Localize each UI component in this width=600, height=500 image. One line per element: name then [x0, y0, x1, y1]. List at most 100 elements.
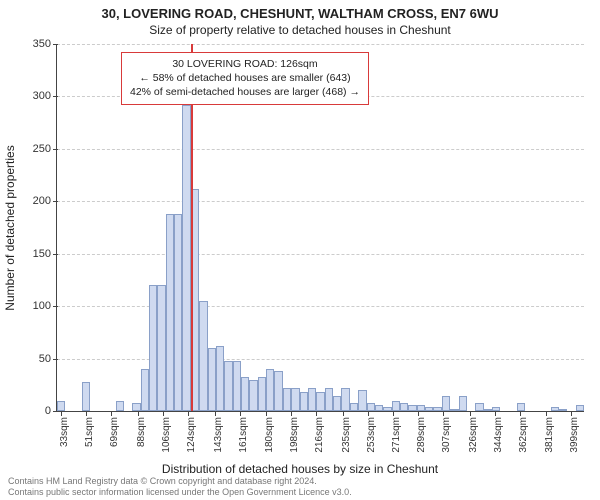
histogram-bar	[392, 401, 400, 411]
x-tick-mark	[111, 411, 112, 416]
gridline	[57, 201, 584, 202]
histogram-bar	[492, 407, 500, 411]
x-tick-mark	[188, 411, 189, 416]
histogram-bar	[367, 403, 375, 411]
infobox-line-3: 42% of semi-detached houses are larger (…	[130, 85, 360, 99]
histogram-bar	[132, 403, 140, 411]
footer-line-1: Contains HM Land Registry data © Crown c…	[8, 476, 592, 487]
infobox-line-2: ← 58% of detached houses are smaller (64…	[130, 71, 360, 85]
x-tick-label: 271sqm	[391, 417, 402, 453]
x-tick-label: 143sqm	[213, 417, 224, 453]
y-axis-label: Number of detached properties	[3, 145, 17, 310]
histogram-bar	[350, 403, 358, 411]
footer-line-2: Contains public sector information licen…	[8, 487, 592, 498]
histogram-bar	[576, 405, 584, 411]
histogram-bar	[241, 377, 249, 411]
gridline	[57, 149, 584, 150]
histogram-bar	[408, 405, 416, 411]
histogram-bar	[442, 396, 450, 411]
x-tick-label: 88sqm	[136, 417, 147, 447]
x-tick-label: 381sqm	[544, 417, 555, 453]
histogram-bar	[258, 377, 266, 411]
y-tick-label: 200	[33, 195, 57, 207]
histogram-bar	[224, 361, 232, 411]
x-tick-mark	[495, 411, 496, 416]
histogram-bar	[208, 348, 216, 411]
histogram-bar	[141, 369, 149, 411]
x-tick-mark	[61, 411, 62, 416]
x-tick-mark	[546, 411, 547, 416]
x-tick-mark	[443, 411, 444, 416]
histogram-bar	[341, 388, 349, 411]
infobox-line-1: 30 LOVERING ROAD: 126sqm	[130, 57, 360, 71]
histogram-bar	[283, 388, 291, 411]
x-tick-label: 326sqm	[468, 417, 479, 453]
histogram-bar	[325, 388, 333, 411]
histogram-bar	[300, 392, 308, 411]
x-tick-label: 307sqm	[441, 417, 452, 453]
x-tick-label: 33sqm	[59, 417, 70, 447]
gridline	[57, 306, 584, 307]
y-tick-label: 50	[39, 353, 57, 365]
x-tick-label: 289sqm	[416, 417, 427, 453]
histogram-bar	[274, 371, 282, 411]
histogram-bar	[375, 405, 383, 411]
x-tick-mark	[215, 411, 216, 416]
histogram-bar	[82, 382, 90, 411]
histogram-bar	[174, 214, 182, 411]
histogram-bar	[559, 409, 567, 411]
x-tick-label: 216sqm	[314, 417, 325, 453]
x-tick-label: 69sqm	[109, 417, 120, 447]
x-tick-label: 106sqm	[161, 417, 172, 453]
y-tick-label: 250	[33, 143, 57, 155]
histogram-bar	[116, 401, 124, 411]
histogram-bar	[157, 285, 165, 411]
histogram-bar	[400, 403, 408, 411]
histogram-bar	[199, 301, 207, 411]
x-tick-label: 362sqm	[518, 417, 529, 453]
y-tick-label: 150	[33, 248, 57, 260]
x-tick-mark	[393, 411, 394, 416]
histogram-bar	[450, 409, 458, 411]
x-tick-mark	[316, 411, 317, 416]
x-tick-mark	[520, 411, 521, 416]
y-tick-label: 100	[33, 300, 57, 312]
x-tick-mark	[343, 411, 344, 416]
histogram-bar	[484, 409, 492, 411]
x-tick-mark	[163, 411, 164, 416]
x-tick-label: 180sqm	[264, 417, 275, 453]
histogram-bar	[333, 396, 341, 411]
histogram-bar	[182, 105, 190, 411]
histogram-bar	[249, 380, 257, 411]
histogram-bar	[233, 361, 241, 411]
histogram-bar	[358, 390, 366, 411]
histogram-bar	[517, 403, 525, 411]
x-tick-label: 399sqm	[569, 417, 580, 453]
x-tick-mark	[138, 411, 139, 416]
x-axis-label: Distribution of detached houses by size …	[0, 462, 600, 476]
x-tick-mark	[418, 411, 419, 416]
page-subtitle: Size of property relative to detached ho…	[0, 21, 600, 41]
histogram-bar	[316, 392, 324, 411]
x-tick-label: 235sqm	[341, 417, 352, 453]
x-tick-label: 198sqm	[289, 417, 300, 453]
histogram-bar	[308, 388, 316, 411]
x-tick-label: 161sqm	[238, 417, 249, 453]
histogram-bar	[266, 369, 274, 411]
x-tick-mark	[86, 411, 87, 416]
histogram-bar	[433, 407, 441, 411]
info-box: 30 LOVERING ROAD: 126sqm ← 58% of detach…	[121, 52, 369, 105]
gridline	[57, 44, 584, 45]
x-tick-mark	[368, 411, 369, 416]
page-title: 30, LOVERING ROAD, CHESHUNT, WALTHAM CRO…	[0, 0, 600, 21]
histogram-bar	[459, 396, 467, 411]
chart-area: 05010015020025030035033sqm51sqm69sqm88sq…	[56, 44, 584, 412]
histogram-bar	[383, 407, 391, 411]
x-tick-mark	[291, 411, 292, 416]
x-tick-label: 253sqm	[366, 417, 377, 453]
x-tick-label: 124sqm	[186, 417, 197, 453]
histogram-bar	[551, 407, 559, 411]
histogram-bar	[475, 403, 483, 411]
x-tick-label: 51sqm	[84, 417, 95, 447]
x-tick-mark	[571, 411, 572, 416]
